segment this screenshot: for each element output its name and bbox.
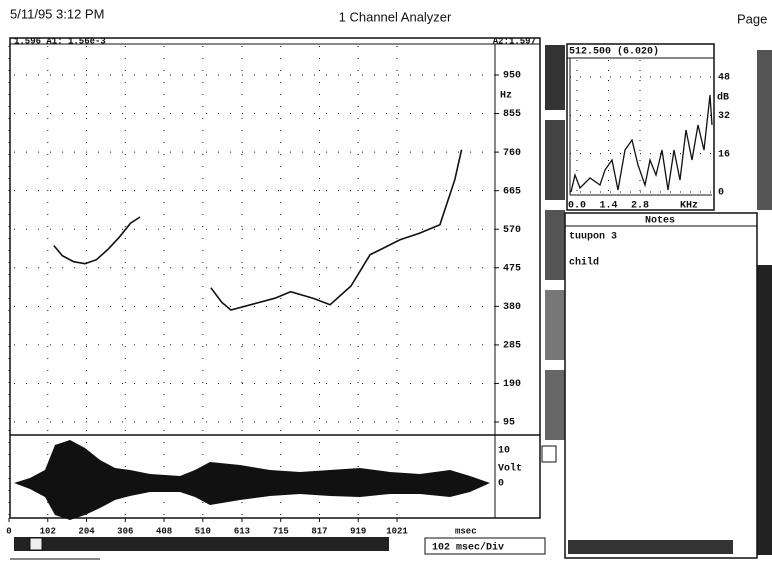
x-tick-label: 0 bbox=[6, 526, 11, 536]
x-tick-label: 2.8 bbox=[631, 201, 649, 212]
y-tick-label: 950 bbox=[503, 71, 521, 82]
tool-button[interactable] bbox=[541, 445, 557, 463]
notes-scrollbar[interactable] bbox=[757, 265, 772, 555]
scroll-thumb[interactable] bbox=[29, 537, 43, 551]
x-tick-label: 510 bbox=[195, 526, 211, 536]
y-tick-label: 285 bbox=[503, 341, 521, 352]
pitch-frame bbox=[9, 37, 541, 519]
tool-button[interactable] bbox=[545, 290, 565, 360]
page-number: Page 1 bbox=[737, 11, 772, 26]
y-tick-label: 380 bbox=[503, 302, 521, 313]
x-tick-label: 408 bbox=[156, 526, 172, 536]
y-tick-label: 665 bbox=[503, 186, 521, 197]
scale-label: 102 msec/Div bbox=[432, 542, 504, 554]
x-tick-label: 919 bbox=[350, 526, 366, 536]
y-tick-label: 855 bbox=[503, 109, 521, 120]
notes-title: Notes bbox=[645, 216, 675, 227]
time-unit: msec bbox=[455, 526, 477, 536]
spectrum-readout: 512.500 (6.020) bbox=[569, 46, 659, 58]
x-tick-label: 102 bbox=[40, 526, 56, 536]
y-tick-label: 0 bbox=[718, 188, 724, 199]
note-line: child bbox=[569, 257, 599, 269]
y-tick-label: 475 bbox=[503, 263, 521, 274]
pitch-readout-right: A2:1.597 bbox=[493, 36, 536, 46]
y-tick-label: 16 bbox=[718, 149, 730, 160]
scrollbar[interactable] bbox=[14, 537, 389, 551]
x-tick-label: 306 bbox=[117, 526, 133, 536]
spectrum-x-unit: KHz bbox=[680, 201, 698, 212]
title: 1 Channel Analyzer bbox=[339, 9, 452, 24]
y-tick-label: 32 bbox=[718, 111, 730, 122]
y-tick-label: 48 bbox=[718, 73, 730, 84]
tool-button[interactable] bbox=[545, 120, 565, 200]
x-tick-label: 817 bbox=[311, 526, 327, 536]
x-tick-label: 204 bbox=[78, 526, 95, 536]
wave-zero-label: 0 bbox=[498, 479, 504, 490]
spectrum-unit: dB bbox=[717, 92, 729, 104]
notes-hscroll[interactable] bbox=[568, 540, 733, 554]
pitch-readout: 1.596 A1: 1.56e-3 bbox=[14, 36, 106, 46]
wave-unit: Volt bbox=[498, 463, 522, 475]
y-tick-label: 570 bbox=[503, 225, 521, 236]
x-tick-label: 1021 bbox=[386, 526, 408, 536]
x-tick-label: 613 bbox=[234, 526, 250, 536]
tool-button[interactable] bbox=[545, 210, 565, 280]
x-tick-label: 0.0 bbox=[568, 201, 586, 212]
tool-button[interactable] bbox=[545, 45, 565, 110]
date: 5/11/95 3:12 PM bbox=[10, 6, 104, 21]
waveform bbox=[14, 440, 490, 520]
x-tick-label: 715 bbox=[273, 526, 289, 536]
note-line: tuupon 3 bbox=[569, 232, 617, 243]
spectrum-curve bbox=[570, 94, 713, 193]
y-tick-label: 190 bbox=[503, 379, 521, 390]
tool-buttons bbox=[541, 45, 772, 555]
y-tick-label: 95 bbox=[503, 418, 515, 429]
pitch-unit: Hz bbox=[500, 91, 512, 102]
side-toolbar[interactable] bbox=[757, 50, 772, 210]
spectrum-frame bbox=[566, 43, 715, 211]
notes-frame bbox=[564, 212, 758, 559]
pitch-contour bbox=[53, 216, 141, 265]
wave-top-label: 10 bbox=[498, 446, 510, 457]
tool-button[interactable] bbox=[545, 370, 565, 440]
scale-box[interactable] bbox=[424, 537, 546, 555]
y-tick-label: 760 bbox=[503, 148, 521, 159]
x-tick-label: 1.4 bbox=[599, 201, 617, 212]
pitch-contour bbox=[210, 149, 463, 311]
